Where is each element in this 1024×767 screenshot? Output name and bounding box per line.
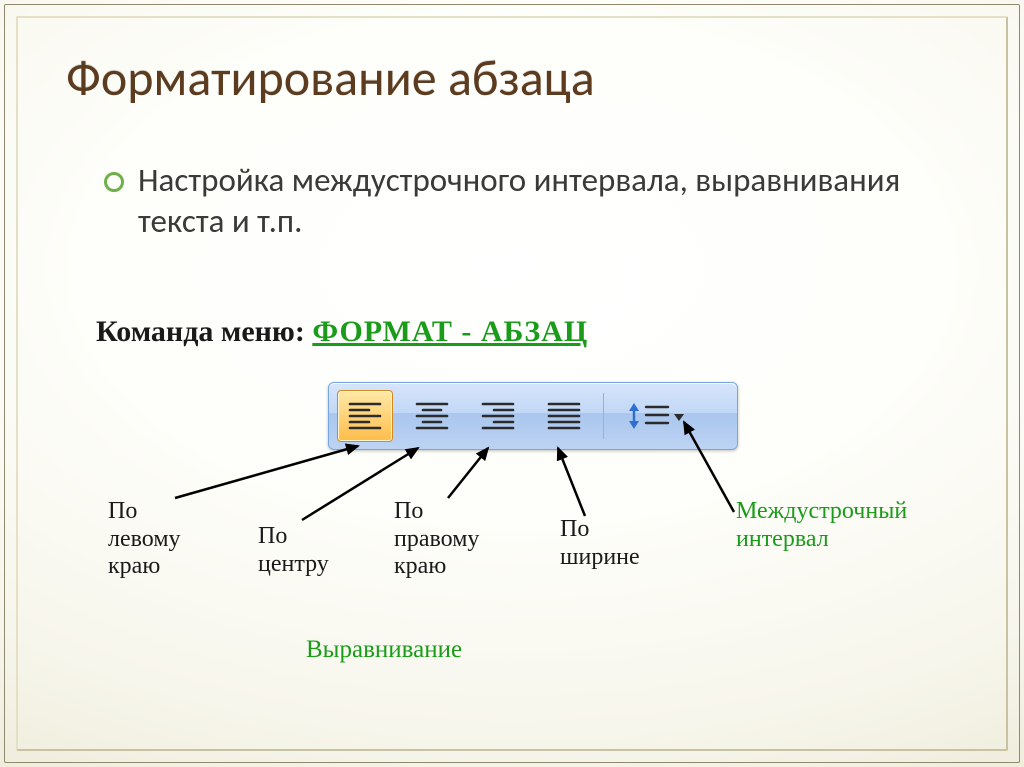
label-line-spacing: Междустрочныйинтервал	[736, 498, 907, 553]
annotation-arrows	[0, 0, 1024, 767]
label-align-justify: Поширине	[560, 516, 640, 571]
category-alignment: Выравнивание	[306, 636, 462, 664]
label-align-center: Поцентру	[258, 523, 329, 578]
label-align-left: Полевомукраю	[108, 498, 181, 581]
label-align-right: Поправомукраю	[394, 498, 479, 581]
